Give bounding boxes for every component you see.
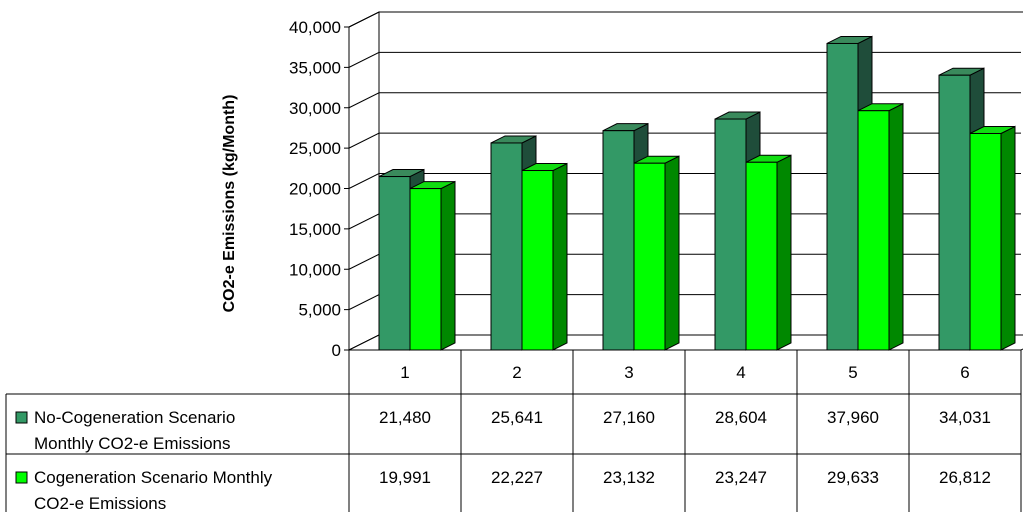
data-label: 22,227	[491, 468, 543, 487]
data-table: 1 2 3 4 5 6 No-Cogeneration Scenario Monthly CO…	[5, 349, 1022, 513]
bar-side	[1000, 125, 1016, 351]
y-tick-label: 25,000	[289, 139, 341, 158]
category-label: 3	[624, 363, 633, 382]
gridline	[348, 92, 1021, 109]
gridline	[348, 51, 1021, 68]
category-label: 1	[400, 363, 409, 382]
bar	[938, 74, 971, 351]
bar-side	[888, 102, 904, 351]
data-label: 37,960	[827, 408, 879, 427]
legend-swatch	[15, 411, 28, 424]
bar	[857, 110, 890, 351]
bar	[745, 161, 778, 351]
gridline	[348, 132, 1021, 149]
y-tick-label: 10,000	[289, 260, 341, 279]
series-name: No-Cogeneration Scenario	[34, 408, 235, 427]
category-label: 6	[960, 363, 969, 382]
bar	[602, 130, 635, 351]
y-tick-label: 35,000	[289, 58, 341, 77]
bar	[409, 188, 442, 351]
bars	[378, 35, 1016, 351]
data-label: 29,633	[827, 468, 879, 487]
y-tick-label: 20,000	[289, 180, 341, 199]
bar-side	[776, 154, 792, 351]
data-label: 34,031	[939, 408, 991, 427]
data-label: 25,641	[491, 408, 543, 427]
y-tick-label: 5,000	[298, 301, 341, 320]
category-label: 4	[736, 363, 745, 382]
y-tick-label: 30,000	[289, 99, 341, 118]
bar	[490, 142, 523, 351]
gridline	[348, 173, 1021, 189]
gridline	[348, 11, 1021, 28]
category-label: 5	[848, 363, 857, 382]
category-label: 2	[512, 363, 521, 382]
bar	[521, 170, 554, 351]
bar	[826, 42, 859, 351]
bar	[969, 132, 1002, 351]
data-label: 23,247	[715, 468, 767, 487]
y-tick-label: 15,000	[289, 220, 341, 239]
bar	[714, 118, 747, 351]
data-label: 19,991	[379, 468, 431, 487]
y-axis: 0 5,000 10,000 15,000 20,000 25,000 30,000 35,0…	[289, 18, 350, 360]
bar	[633, 162, 666, 351]
series-name: Monthly CO2-e Emissions	[34, 434, 231, 453]
y-tick-label: 0	[332, 341, 341, 360]
bar-side	[440, 180, 456, 351]
legend-swatch	[15, 471, 28, 484]
data-label: 21,480	[379, 408, 431, 427]
series-name: Cogeneration Scenario Monthly	[34, 468, 273, 487]
data-label: 26,812	[939, 468, 991, 487]
y-tick-label: 40,000	[289, 18, 341, 37]
data-label: 27,160	[603, 408, 655, 427]
series-name: CO2-e Emissions	[34, 494, 166, 513]
data-label: 23,132	[603, 468, 655, 487]
bar-side	[664, 155, 680, 351]
gridlines	[348, 11, 1021, 311]
bar	[378, 176, 411, 351]
y-axis-label: CO2-e Emissions (kg/Month)	[221, 95, 238, 313]
data-label: 28,604	[715, 408, 767, 427]
bar-side	[552, 162, 568, 351]
